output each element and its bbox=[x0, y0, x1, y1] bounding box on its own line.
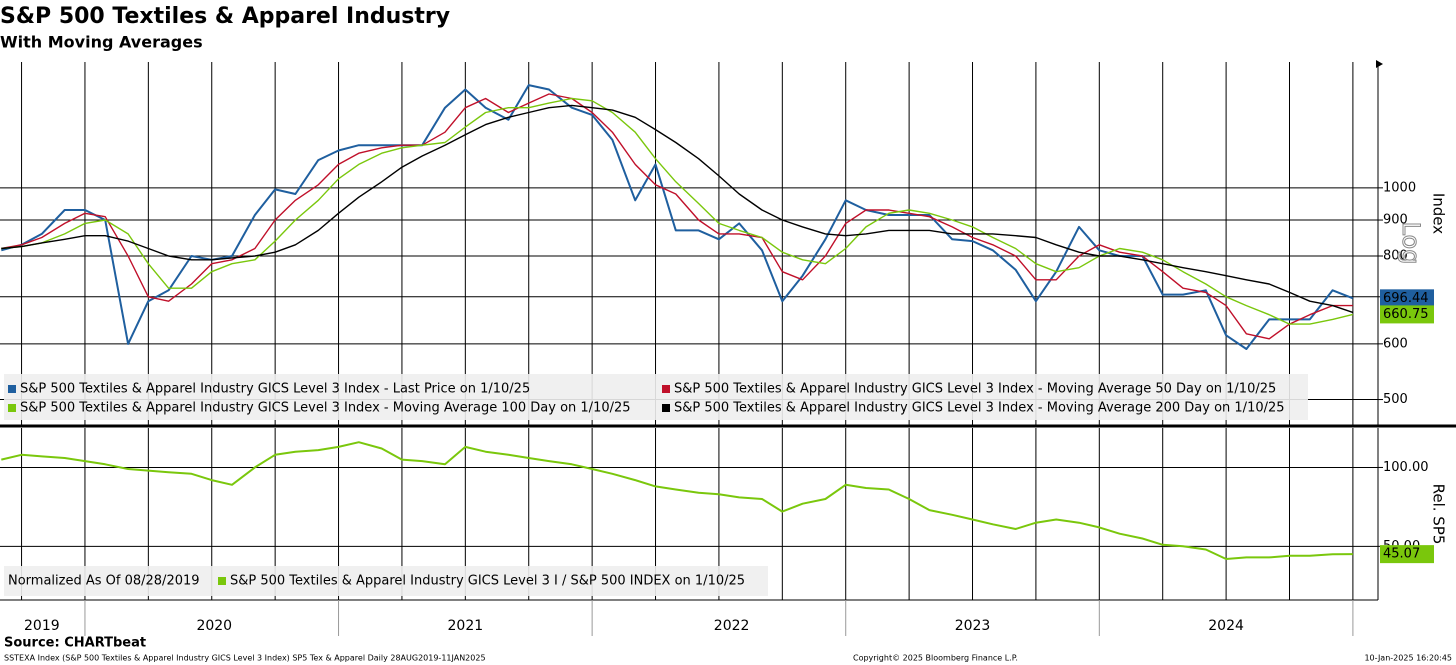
source: Source: CHARTbeat bbox=[4, 636, 146, 651]
legend-label: S&P 500 Textiles & Apparel Industry GICS… bbox=[230, 574, 745, 589]
end-label: 45.07 bbox=[1383, 547, 1420, 562]
timestamp: 10-Jan-2025 16:20:45 bbox=[1364, 654, 1452, 663]
end-label-box bbox=[1380, 545, 1434, 564]
x-tick-label: 2020 bbox=[196, 618, 232, 634]
series-line bbox=[1, 93, 1353, 340]
series-line bbox=[1, 441, 1353, 560]
end-label-box bbox=[1380, 289, 1434, 308]
legend-label: S&P 500 Textiles & Apparel Industry GICS… bbox=[674, 382, 1276, 397]
y-tick-label: 800 bbox=[1383, 249, 1408, 264]
legend-note: Normalized As Of 08/28/2019 bbox=[8, 574, 200, 589]
y-axis-label: Index bbox=[1430, 193, 1448, 234]
y-tick-label: 600 bbox=[1383, 336, 1408, 351]
legend-box bbox=[4, 566, 768, 596]
legend-swatch bbox=[8, 404, 16, 412]
series-line bbox=[1, 97, 1354, 325]
x-tick-label: 2024 bbox=[1208, 618, 1244, 634]
end-label: 696.44 bbox=[1383, 291, 1429, 306]
y-axis-label: Rel. SP5 bbox=[1430, 484, 1448, 545]
series-line bbox=[1, 84, 1354, 350]
x-tick-label: 2019 bbox=[24, 618, 60, 634]
plot-layer: 5006007008009001000100.0050.00 bbox=[0, 62, 1429, 600]
end-label: 660.75 bbox=[1383, 307, 1429, 322]
scale-label: Log bbox=[1397, 222, 1425, 265]
legend-swatch bbox=[662, 385, 670, 393]
legend-swatch bbox=[662, 404, 670, 412]
y-tick-label: 900 bbox=[1383, 213, 1408, 228]
y-tick-label: 1000 bbox=[1383, 180, 1416, 195]
x-tick-label: 2021 bbox=[448, 618, 484, 634]
legend-swatch bbox=[8, 385, 16, 393]
chart-subtitle: With Moving Averages bbox=[0, 33, 203, 52]
legend-label: S&P 500 Textiles & Apparel Industry GICS… bbox=[20, 382, 530, 397]
y-tick-label: 100.00 bbox=[1383, 460, 1429, 475]
end-label-box bbox=[1380, 305, 1434, 324]
legend-label: S&P 500 Textiles & Apparel Industry GICS… bbox=[20, 401, 631, 416]
chart-title: S&P 500 Textiles & Apparel Industry bbox=[0, 4, 450, 29]
legend-swatch bbox=[218, 577, 226, 585]
copyright: Copyright© 2025 Bloomberg Finance L.P. bbox=[853, 654, 1018, 663]
y-tick-label: 500 bbox=[1383, 392, 1408, 407]
x-tick-label: 2022 bbox=[714, 618, 750, 634]
series-line bbox=[1, 104, 1354, 314]
grid: 5006007008009001000 bbox=[0, 62, 1416, 425]
footer: SSTEXA Index (S&P 500 Textiles & Apparel… bbox=[4, 654, 486, 663]
legend-label: S&P 500 Textiles & Apparel Industry GICS… bbox=[674, 401, 1285, 416]
axis-arrow bbox=[1376, 60, 1383, 68]
x-tick-label: 2023 bbox=[955, 618, 991, 634]
legend-box bbox=[4, 374, 1308, 420]
